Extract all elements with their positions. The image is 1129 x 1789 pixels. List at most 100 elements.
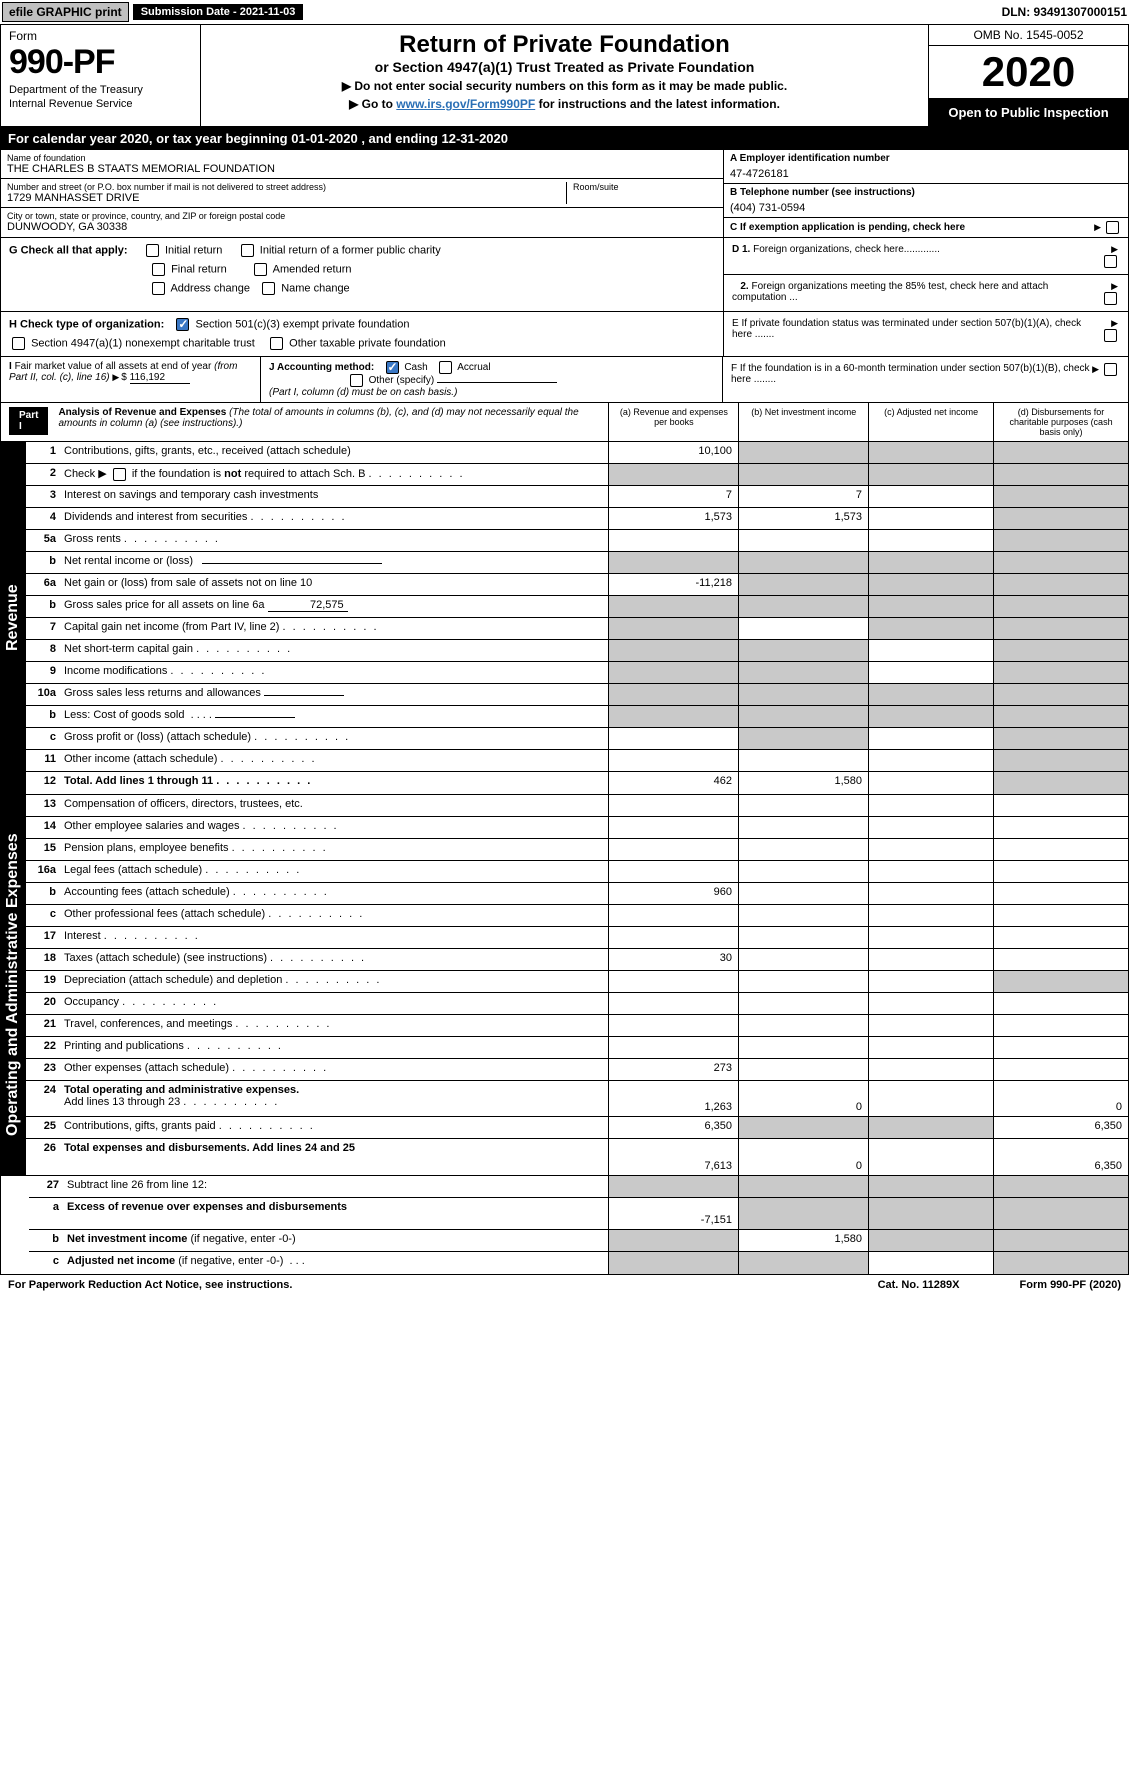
checkbox-c[interactable] [1106,221,1119,234]
j-cash: Cash [404,362,427,373]
ein-value: 47-4726181 [730,164,1122,180]
arrow-icon [1111,318,1120,329]
g-o4: Amended return [273,263,352,275]
h-o1: Section 501(c)(3) exempt private foundat… [195,318,409,330]
form-title: Return of Private Foundation [211,31,918,59]
row-2: 2 Check ▶ if the foundation is not requi… [26,464,1128,486]
expenses-grid: Operating and Administrative Expenses 13… [0,795,1129,1176]
phone-label: B Telephone number (see instructions) [730,187,1122,198]
g-o2: Initial return of a former public charit… [260,244,441,256]
tax-year: 2020 [929,46,1128,99]
checkbox-initial-former[interactable] [241,244,254,257]
form-label: Form [9,29,192,43]
h-label: H Check type of organization: [9,318,164,330]
note2-pre: ▶ Go to [349,97,396,111]
row-19: 19Depreciation (attach schedule) and dep… [26,971,1128,993]
checkbox-e[interactable] [1104,329,1117,342]
form-header: Form 990-PF Department of the Treasury I… [0,24,1129,127]
i-label: Fair market value of all assets at end o… [9,361,237,383]
e-label: E If private foundation status was termi… [732,318,1100,342]
i-value: 116,192 [130,372,190,384]
name-label: Name of foundation [7,153,717,163]
checkbox-name[interactable] [262,282,275,295]
col-b-header: (b) Net investment income [738,403,868,441]
efile-button[interactable]: efile GRAPHIC print [2,2,129,22]
row-25: 25 Contributions, gifts, grants paid 6,3… [26,1117,1128,1139]
dept-treasury: Department of the Treasury [9,84,192,96]
row-10b: b Less: Cost of goods sold . . . . [26,706,1128,728]
room-label: Room/suite [573,182,717,192]
row-6a: 6a Net gain or (loss) from sale of asset… [26,574,1128,596]
f-label: F If the foundation is in a 60-month ter… [731,363,1092,396]
irs-label: Internal Revenue Service [9,98,192,110]
d2-label: 2. Foreign organizations meeting the 85%… [732,281,1100,305]
g-o1: Initial return [165,244,222,256]
row-5a: 5a Gross rents [26,530,1128,552]
checkbox-d1[interactable] [1104,255,1117,268]
part1-header-row: Part I Analysis of Revenue and Expenses … [0,403,1129,442]
checkbox-schb[interactable] [113,468,126,481]
row-27: 27 Subtract line 26 from line 12: [29,1176,1128,1198]
g-o6: Name change [281,282,350,294]
row-11: 11 Other income (attach schedule) [26,750,1128,772]
footer-mid: Cat. No. 11289X [878,1279,960,1291]
row-22: 22Printing and publications [26,1037,1128,1059]
row-10c: c Gross profit or (loss) (attach schedul… [26,728,1128,750]
g-d-block: G Check all that apply: Initial return I… [0,238,1129,312]
checkbox-4947[interactable] [12,337,25,350]
note2-post: for instructions and the latest informat… [535,97,780,111]
checkbox-f[interactable] [1104,363,1117,376]
open-to-public: Open to Public Inspection [929,99,1128,126]
row-23: 23Other expenses (attach schedule) 273 [26,1059,1128,1081]
checkbox-final[interactable] [152,263,165,276]
row-16a: 16aLegal fees (attach schedule) [26,861,1128,883]
row-21: 21Travel, conferences, and meetings [26,1015,1128,1037]
checkbox-other-method[interactable] [350,374,363,387]
g-o3: Final return [171,263,227,275]
col-d-header: (d) Disbursements for charitable purpose… [993,403,1128,441]
checkbox-cash[interactable] [386,361,399,374]
row-27c: c Adjusted net income (if negative, ente… [29,1252,1128,1274]
line27-grid: 27 Subtract line 26 from line 12: a Exce… [0,1176,1129,1275]
row-27b: b Net investment income (if negative, en… [29,1230,1128,1252]
i-j-f-block: I Fair market value of all assets at end… [0,357,1129,403]
row-9: 9 Income modifications [26,662,1128,684]
city-value: DUNWOODY, GA 30338 [7,221,717,233]
dln-number: DLN: 93491307000151 [1002,5,1127,19]
row-4: 4 Dividends and interest from securities… [26,508,1128,530]
checkbox-amended[interactable] [254,263,267,276]
checkbox-501c3[interactable] [176,318,189,331]
row-20: 20Occupancy [26,993,1128,1015]
checkbox-accrual[interactable] [439,361,452,374]
other-specify-line [437,382,557,383]
address-value: 1729 MANHASSET DRIVE [7,192,566,204]
row-18: 18Taxes (attach schedule) (see instructi… [26,949,1128,971]
irs-link[interactable]: www.irs.gov/Form990PF [396,97,535,111]
checkbox-initial[interactable] [146,244,159,257]
checkbox-d2[interactable] [1104,292,1117,305]
j-other: Other (specify) [369,375,435,386]
row-26: 26 Total expenses and disbursements. Add… [26,1139,1128,1175]
arrow-icon [1111,281,1120,292]
note-link: ▶ Go to www.irs.gov/Form990PF for instru… [211,97,918,111]
row-5b: b Net rental income or (loss) [26,552,1128,574]
checkbox-other-taxable[interactable] [270,337,283,350]
arrow-icon [1094,222,1103,233]
row-16b: bAccounting fees (attach schedule) 960 [26,883,1128,905]
row-14: 14Other employee salaries and wages [26,817,1128,839]
row-24: 24 Total operating and administrative ex… [26,1081,1128,1117]
d1-label: D 1. Foreign organizations, check here..… [732,244,1100,268]
row-12: 12 Total. Add lines 1 through 11 462 1,5… [26,772,1128,794]
row-16c: cOther professional fees (attach schedul… [26,905,1128,927]
foundation-name: THE CHARLES B STAATS MEMORIAL FOUNDATION [7,163,717,175]
checkbox-address[interactable] [152,282,165,295]
ein-label: A Employer identification number [730,153,1122,164]
form-subtitle: or Section 4947(a)(1) Trust Treated as P… [211,59,918,75]
row-15: 15Pension plans, employee benefits [26,839,1128,861]
row-6b: b Gross sales price for all assets on li… [26,596,1128,618]
row-1: 1 Contributions, gifts, grants, etc., re… [26,442,1128,464]
g-label: G Check all that apply: [9,244,128,256]
submission-date: Submission Date - 2021-11-03 [133,4,304,20]
city-label: City or town, state or province, country… [7,211,717,221]
row-17: 17Interest [26,927,1128,949]
